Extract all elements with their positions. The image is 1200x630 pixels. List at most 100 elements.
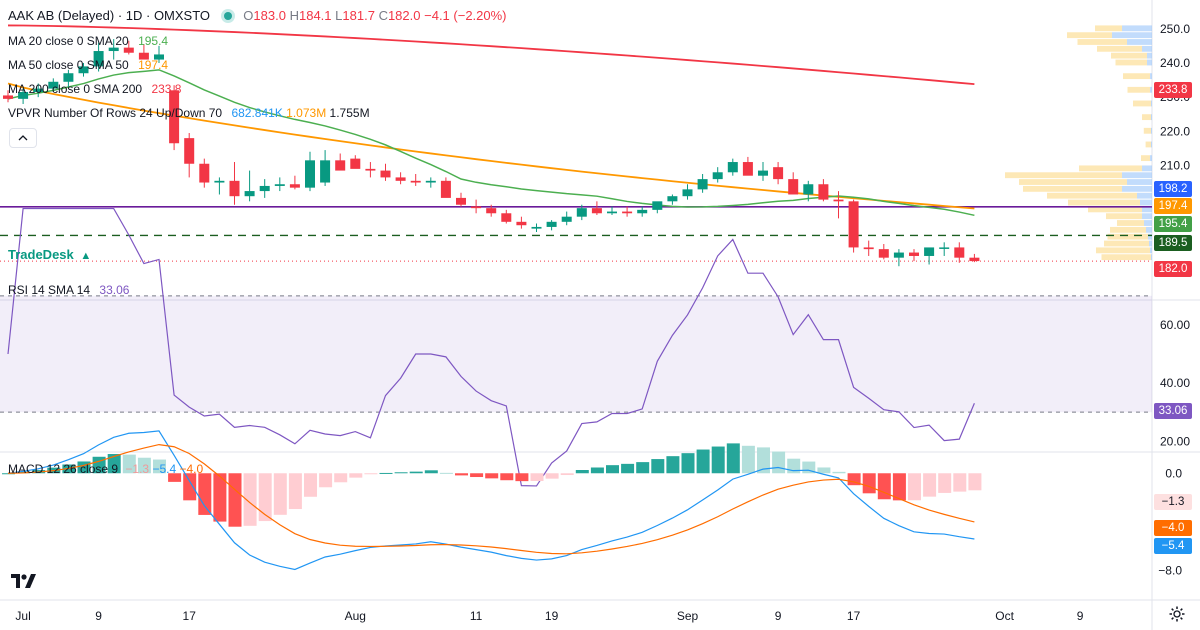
signal-line — [7, 443, 975, 555]
macd-histogram-bar — [485, 473, 499, 479]
candle-body — [758, 170, 768, 176]
vpvr-down-bar — [1111, 52, 1147, 59]
candle-body — [667, 196, 678, 202]
macd-histogram-bar — [409, 471, 423, 474]
ma50-legend[interactable]: MA 50 close 0 SMA 50 197.4 — [8, 57, 168, 73]
macd-histogram-bar — [847, 473, 861, 486]
vpvr-down-bar — [1110, 226, 1146, 233]
vpvr-up-bar — [1147, 52, 1152, 59]
ma20-legend[interactable]: MA 20 close 0 SMA 20 195.4 — [8, 33, 168, 49]
vpvr-down-bar — [1068, 199, 1140, 206]
tradingview-logo-icon[interactable] — [10, 572, 38, 595]
vpvr-up-value: 682.841K — [231, 106, 283, 120]
macd-histogram-bar — [258, 473, 272, 522]
settings-gear-icon[interactable] — [1168, 605, 1186, 628]
candle-body — [622, 211, 633, 214]
candle-body — [742, 162, 753, 176]
macd-legend[interactable]: MACD 12 26 close 9 −1.3 −5.4 −4.0 — [8, 461, 203, 477]
vpvr-down-bar — [1127, 86, 1150, 93]
candle-body — [214, 180, 225, 183]
macd-histogram-bar — [802, 461, 816, 474]
low-value: 181.7 — [342, 8, 375, 23]
macd-histogram-bar — [92, 456, 106, 474]
gear-shape — [1169, 606, 1185, 622]
vpvr-down-bar — [1145, 141, 1151, 148]
close-label: C — [378, 8, 388, 23]
macd-histogram-bar — [288, 473, 302, 510]
collapse-legend-button[interactable] — [9, 128, 37, 148]
rsi-band — [0, 295, 1152, 413]
macd-hist-badge: −1.3 — [1154, 494, 1192, 510]
macd-histogram-bar — [666, 456, 680, 474]
candle-body — [63, 73, 74, 82]
vpvr-up-bar — [1146, 226, 1152, 233]
vpvr-down-bar — [1115, 59, 1147, 66]
symbol-header: AAK AB (Delayed) · 1D · OMXSTO O183.0 H1… — [8, 8, 507, 24]
candle-body — [365, 168, 376, 171]
rsi-value: 33.06 — [99, 283, 130, 297]
vpvr-up-bar — [1150, 247, 1152, 254]
macd-histogram-bar — [439, 472, 453, 474]
macd-histogram-bar — [953, 473, 967, 492]
vpvr-down-bar — [1123, 73, 1150, 80]
macd-histogram-bar — [711, 446, 725, 474]
change-value: −4.1 (−2.20%) — [424, 8, 507, 23]
vpvr-down-bar — [1023, 185, 1122, 192]
vpvr-up-bar — [1151, 100, 1152, 107]
candle-body — [138, 52, 149, 60]
vpvr-down-bar — [1067, 32, 1112, 39]
vpvr-down-bar — [1117, 220, 1144, 226]
macd-histogram-bar — [757, 447, 770, 474]
candle-body — [93, 51, 104, 67]
macd-histogram-bar — [304, 473, 317, 497]
ma50-price-badge: 197.4 — [1154, 198, 1192, 214]
macd-histogram-bar — [334, 473, 348, 483]
price-tick-label: 210.0 — [1160, 158, 1190, 172]
candle-body — [199, 163, 210, 183]
vpvr-up-bar — [1151, 141, 1152, 148]
macd-histogram-bar — [319, 473, 333, 488]
macd-histogram-bar — [243, 473, 257, 526]
macd-histogram-bar — [636, 462, 650, 474]
rsi-legend[interactable]: RSI 14 SMA 14 33.06 — [8, 282, 129, 298]
macd-histogram-bar — [364, 473, 378, 475]
macd-hist-value: −1.3 — [125, 462, 150, 476]
macd-histogram-bar — [228, 473, 242, 527]
macd-histogram-bar — [606, 465, 619, 474]
macd-histogram-bar — [892, 473, 906, 501]
candle-body — [727, 162, 738, 173]
vpvr-down-bar — [1079, 165, 1142, 172]
candle-body — [48, 81, 59, 89]
candle-body — [576, 208, 587, 217]
candle-body — [833, 199, 844, 202]
open-label: O — [243, 8, 254, 23]
candle-body — [169, 90, 180, 144]
market-status-icon — [223, 12, 232, 21]
vpvr-down-bar — [1143, 127, 1151, 134]
price-tick-label: 220.0 — [1160, 124, 1190, 138]
candle-body — [289, 184, 300, 188]
time-tick-label: Aug — [345, 609, 366, 623]
ma200-legend[interactable]: MA 200 close 0 SMA 200 233.8 — [8, 81, 181, 97]
candle-body — [244, 191, 255, 197]
vpvr-up-bar — [1142, 213, 1152, 220]
rsi-tick-label: 60.00 — [1160, 318, 1190, 332]
macd-histogram-bar — [379, 472, 393, 474]
ma200-line — [7, 24, 975, 86]
high-value: 184.1 — [298, 8, 332, 23]
alert-line-price-badge: 189.5 — [1154, 235, 1192, 251]
vpvr-up-bar — [1149, 240, 1152, 247]
macd-histogram-bar — [470, 473, 484, 478]
vpvr-up-bar — [1140, 199, 1152, 206]
candle-body — [697, 179, 708, 190]
vpvr-legend[interactable]: VPVR Number Of Rows 24 Up/Down 70 682.84… — [8, 105, 370, 121]
candle-body — [637, 209, 648, 214]
ma20-price-badge: 195.4 — [1154, 216, 1192, 232]
macd-histogram-bar — [168, 473, 182, 482]
candle-body — [969, 257, 980, 262]
macd-histogram-bar — [153, 459, 166, 474]
ma200-value: 233.8 — [151, 82, 182, 96]
candle-body — [440, 180, 451, 198]
symbol-title[interactable]: AAK AB (Delayed) · 1D · OMXSTO — [8, 8, 211, 23]
